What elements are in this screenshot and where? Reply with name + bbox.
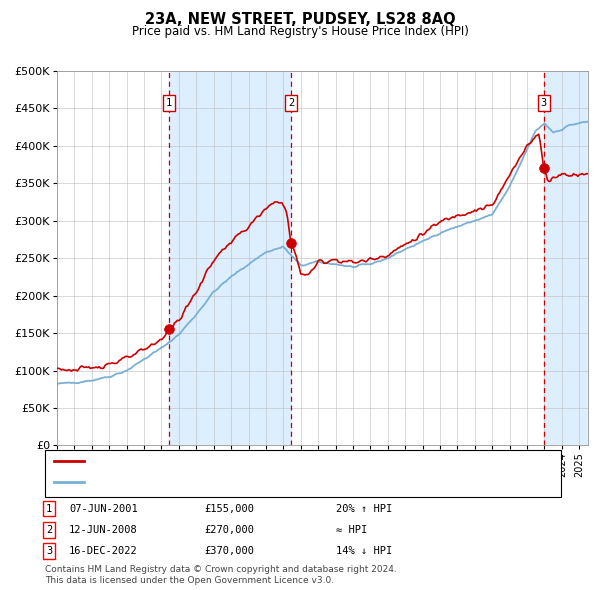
Text: 1: 1: [46, 504, 52, 513]
Text: 07-JUN-2001: 07-JUN-2001: [69, 504, 138, 513]
Text: 20% ↑ HPI: 20% ↑ HPI: [336, 504, 392, 513]
Text: £370,000: £370,000: [204, 546, 254, 556]
Text: ≈ HPI: ≈ HPI: [336, 525, 367, 535]
Text: 2: 2: [288, 98, 294, 107]
Text: 14% ↓ HPI: 14% ↓ HPI: [336, 546, 392, 556]
Text: 16-DEC-2022: 16-DEC-2022: [69, 546, 138, 556]
Text: 12-JUN-2008: 12-JUN-2008: [69, 525, 138, 535]
Text: HPI: Average price, detached house, Leeds: HPI: Average price, detached house, Leed…: [89, 477, 312, 487]
Text: £155,000: £155,000: [204, 504, 254, 513]
Bar: [544, 71, 588, 445]
Text: 23A, NEW STREET, PUDSEY, LS28 8AQ (detached house): 23A, NEW STREET, PUDSEY, LS28 8AQ (detac…: [89, 457, 383, 466]
Text: 3: 3: [541, 98, 547, 107]
Text: 2: 2: [46, 525, 52, 535]
Bar: [169, 71, 291, 445]
Text: 1: 1: [166, 98, 172, 107]
Text: Price paid vs. HM Land Registry's House Price Index (HPI): Price paid vs. HM Land Registry's House …: [131, 25, 469, 38]
Text: £270,000: £270,000: [204, 525, 254, 535]
Text: 23A, NEW STREET, PUDSEY, LS28 8AQ: 23A, NEW STREET, PUDSEY, LS28 8AQ: [145, 12, 455, 27]
Text: This data is licensed under the Open Government Licence v3.0.: This data is licensed under the Open Gov…: [45, 576, 334, 585]
Text: 3: 3: [46, 546, 52, 556]
Text: Contains HM Land Registry data © Crown copyright and database right 2024.: Contains HM Land Registry data © Crown c…: [45, 565, 397, 575]
